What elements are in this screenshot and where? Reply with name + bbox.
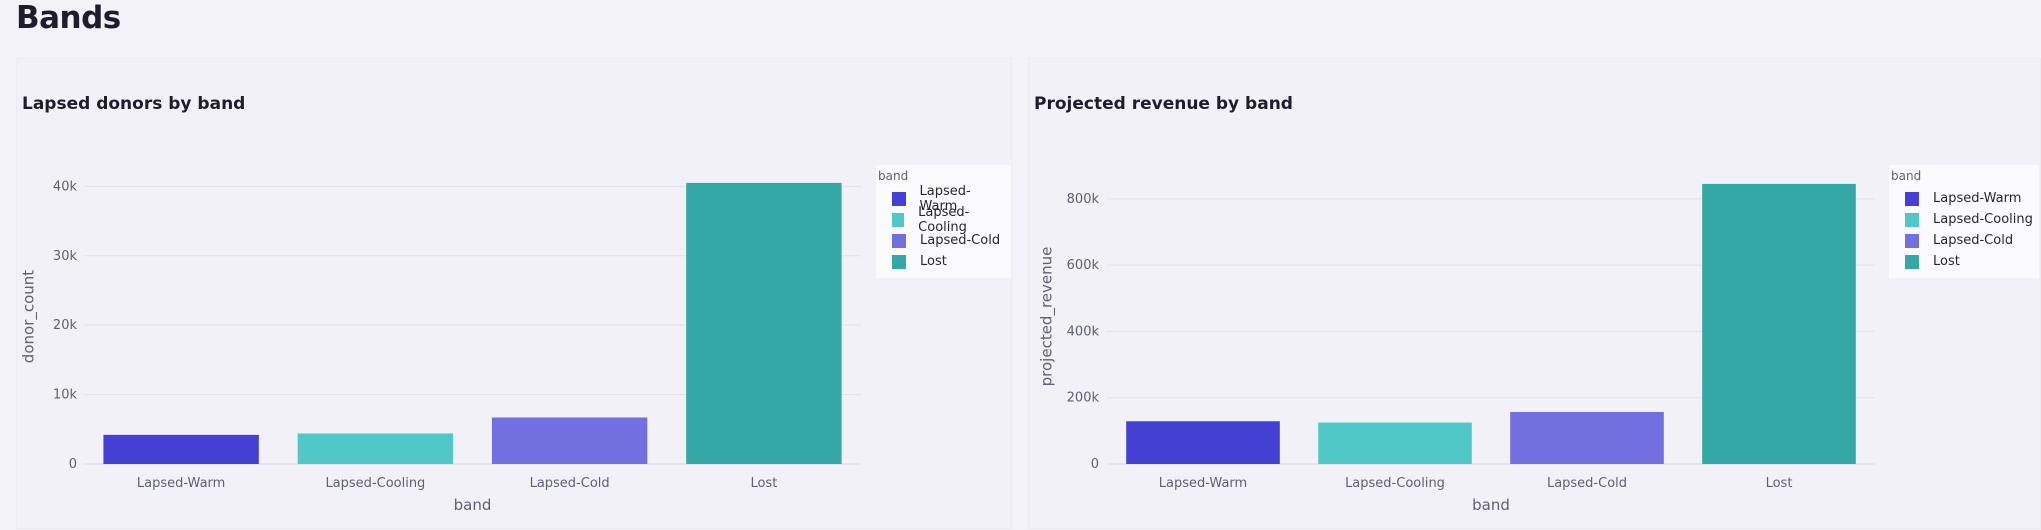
y-tick-label: 800k	[1067, 192, 1100, 207]
legend-label: Lapsed-Warm	[919, 183, 971, 214]
x-tick-label: Lapsed-Cooling	[325, 476, 425, 491]
bar-lost[interactable]	[1702, 183, 1856, 464]
legend-label: Lost	[920, 254, 947, 269]
bar-lapsed-cooling[interactable]	[1318, 422, 1472, 464]
page-title: Bands	[16, 0, 121, 36]
legend-title: band	[1891, 169, 1922, 183]
legend-item-lapsed-warm[interactable]: Lapsed-Warm	[878, 184, 1005, 214]
legend-item-lost[interactable]: Lost	[1891, 251, 2033, 272]
bar-chart-revenue: 0 200k 400k 600k 800k Lapsed-Warm Lapsed-Cooli…	[1037, 183, 1875, 514]
bar-lapsed-cold[interactable]	[491, 417, 648, 464]
legend-label: Lapsed-Cooling	[1933, 212, 2033, 227]
x-tick-label: Lapsed-Warm	[1159, 476, 1247, 491]
chart-title: Projected revenue by band	[1034, 94, 1293, 114]
legend-label: Lapsed-Warm	[1933, 191, 2022, 206]
y-tick-label: 400k	[1067, 324, 1100, 339]
legend-swatch	[1905, 254, 1919, 269]
chart-legend: band Lapsed-Warm Lapsed-Cooling Lapsed-Col…	[876, 165, 1011, 278]
bar-lapsed-cooling[interactable]	[297, 433, 454, 464]
legend-item-lapsed-cold[interactable]: Lapsed-Cold	[1891, 230, 2033, 251]
bar-lost[interactable]	[686, 182, 842, 464]
legend-label: Lapsed-Cold	[1933, 233, 2014, 248]
y-tick-label: 10k	[53, 388, 78, 403]
bar-lapsed-warm[interactable]	[1126, 421, 1280, 464]
legend-label: Lapsed-Cooling	[918, 204, 970, 235]
x-axis-title: band	[1472, 496, 1510, 514]
x-tick-label: Lapsed-Cooling	[1345, 476, 1445, 491]
chart-panel-donors: Lapsed donors by band 0 10k 20k 30k 40k Lapse…	[16, 58, 1012, 529]
y-tick-label: 200k	[1067, 391, 1100, 406]
legend-label: Lost	[1933, 254, 1960, 269]
legend-item-lapsed-cold[interactable]: Lapsed-Cold	[878, 230, 1005, 251]
y-tick-label: 0	[1091, 457, 1099, 472]
legend-title: band	[878, 169, 909, 183]
x-tick-label: Lapsed-Cold	[1547, 476, 1627, 491]
bar-chart-donors: 0 10k 20k 30k 40k Lapsed-Warm Lapsed-Cooling La…	[19, 179, 861, 514]
y-tick-label: 600k	[1067, 258, 1100, 273]
legend-swatch	[892, 254, 906, 269]
legend-item-lost[interactable]: Lost	[878, 251, 1005, 272]
x-tick-label: Lapsed-Cold	[530, 476, 610, 491]
x-tick-label: Lapsed-Warm	[137, 476, 225, 491]
x-axis-title: band	[454, 496, 492, 514]
legend-item-lapsed-warm[interactable]: Lapsed-Warm	[1891, 188, 2033, 209]
y-tick-label: 0	[69, 457, 77, 472]
x-tick-label: Lost	[1766, 476, 1793, 491]
bar-lapsed-warm[interactable]	[103, 434, 259, 464]
y-tick-label: 30k	[53, 249, 78, 264]
chart-panel-revenue: Projected revenue by band 0 200k 400k 600k 8…	[1028, 58, 2041, 529]
legend-label: Lapsed-Cold	[920, 233, 1001, 248]
legend-swatch	[1905, 191, 1919, 206]
legend-swatch	[1905, 212, 1919, 227]
chart-legend: band Lapsed-Warm Lapsed-Cooling Lapsed-Col…	[1889, 165, 2039, 278]
x-tick-label: Lost	[750, 476, 777, 491]
legend-item-lapsed-cooling[interactable]: Lapsed-Cooling	[1891, 209, 2033, 230]
bar-lapsed-cold[interactable]	[1510, 411, 1664, 464]
legend-item-lapsed-cooling[interactable]: Lapsed-Cooling	[878, 205, 1005, 235]
legend-swatch	[892, 212, 905, 227]
legend-swatch	[892, 191, 906, 206]
legend-swatch	[1905, 233, 1919, 248]
y-tick-label: 40k	[53, 179, 78, 194]
legend-swatch	[892, 233, 906, 248]
y-tick-label: 20k	[53, 318, 78, 333]
y-axis-title: donor_count	[19, 270, 38, 363]
chart-title: Lapsed donors by band	[22, 94, 246, 114]
y-axis-title: projected_revenue	[1037, 247, 1056, 387]
